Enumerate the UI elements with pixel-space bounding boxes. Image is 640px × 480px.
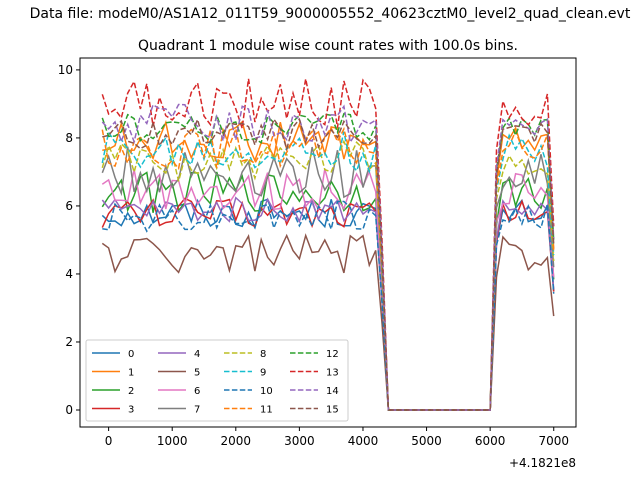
x-tick-label: 0	[105, 434, 113, 448]
plot-lines	[101, 78, 555, 411]
legend-label-2: 2	[128, 386, 134, 397]
plot-frame	[79, 57, 577, 428]
x-tick-label: 7000	[538, 434, 569, 448]
x-tick-label: 5000	[411, 434, 442, 448]
x-tick-label: 6000	[475, 434, 506, 448]
x-offset-label: +4.1821e8	[509, 456, 576, 470]
y-tick-label: 4	[65, 267, 73, 281]
y-tick-label: 8	[65, 131, 73, 145]
series-line-15	[102, 117, 555, 411]
x-tick-label: 3000	[284, 434, 315, 448]
legend-label-7: 7	[194, 405, 200, 416]
legend-label-14: 14	[326, 386, 339, 397]
legend-label-10: 10	[260, 386, 273, 397]
y-tick-label: 2	[65, 335, 73, 349]
legend-label-0: 0	[128, 349, 134, 360]
chart-title: Quadrant 1 module wise count rates with …	[138, 38, 518, 54]
series-line-10	[102, 200, 555, 411]
legend-label-6: 6	[194, 386, 200, 397]
x-tick-label: 4000	[348, 434, 379, 448]
series-line-14	[101, 103, 555, 411]
legend-label-8: 8	[260, 349, 266, 360]
y-tick-label: 0	[65, 403, 73, 417]
legend-label-9: 9	[260, 368, 266, 379]
series-line-5	[101, 233, 555, 411]
legend-label-13: 13	[326, 368, 339, 379]
x-tick-label: 2000	[221, 434, 252, 448]
legend-box	[85, 339, 349, 422]
x-tick-label: 1000	[157, 434, 188, 448]
y-axis: 0 2 4 6 8 10	[58, 63, 80, 417]
y-tick-label: 10	[58, 63, 73, 77]
x-axis: 0 1000 2000 3000 4000 5000 6000 7000	[105, 427, 569, 448]
legend-label-4: 4	[194, 349, 200, 360]
figure-suptitle: Data file: modeM0/AS1A12_011T59_90000055…	[29, 6, 631, 22]
legend-label-12: 12	[326, 349, 339, 360]
legend-label-11: 11	[260, 405, 273, 416]
legend-label-1: 1	[128, 368, 134, 379]
legend-label-5: 5	[194, 368, 200, 379]
legend-label-3: 3	[128, 405, 134, 416]
y-tick-label: 6	[65, 199, 73, 213]
legend-label-15: 15	[326, 405, 339, 416]
